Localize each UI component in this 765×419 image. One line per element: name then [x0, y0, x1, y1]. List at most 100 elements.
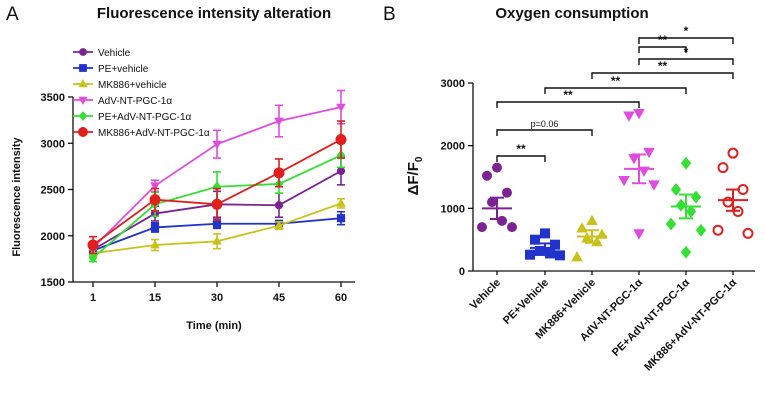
panel-b-point [623, 111, 635, 122]
panel-b-point [507, 222, 517, 233]
panel-a-plot: 1500 2000 2500 3000 3500 1 15 30 45 60 Vehicle PE+v… [41, 48, 355, 304]
panel-b-bracket-line [591, 72, 734, 79]
panel-a-legend: Vehicle PE+vehicle MK886+vehicle AdV-NT-PGC… [73, 48, 210, 139]
panel-b-category-label: Vehicle [468, 277, 503, 312]
panel-a-ylabel: Fluorescence intensity [11, 137, 23, 257]
panel-b-category-label: MK886+AdV-NT-PGC-1α [642, 276, 739, 373]
panel-a-point [150, 223, 160, 232]
panel-b-point [712, 224, 724, 236]
panel-b-significance-bracket: ** [496, 142, 546, 162]
panel-b-point [540, 228, 550, 239]
panel-b-point [530, 234, 540, 245]
panel-b-significance-bracket: ** [591, 59, 734, 79]
panel-b-y-tick-label: 0 [459, 266, 465, 278]
panel-a-x-tick-label: 15 [149, 292, 161, 304]
panel-b-category-label: PE+Vehicle [501, 277, 551, 327]
panel-b-significance-bracket: ** [544, 74, 687, 94]
panel-b-point [670, 183, 682, 196]
panel-a-legend-marker [79, 64, 87, 72]
panel-b-bracket-line [638, 46, 687, 53]
panel-a-y-tick-label: 2500 [41, 185, 65, 197]
panel-a-point [212, 140, 222, 150]
panel-b-point [680, 245, 692, 259]
panel-b-y-tick-label: 3000 [441, 78, 465, 90]
panel-b-bracket-label: p=0.06 [531, 119, 559, 129]
panel-b-significance-bracket: ** [496, 88, 640, 108]
panel-b-bracket-label: * [684, 45, 689, 59]
panel-b-bracket-label: ** [658, 33, 668, 47]
panel-b-bracket-label: ** [563, 88, 573, 102]
panel-a-legend-label: PE+AdV-NT-PGC-1α [98, 112, 192, 123]
panel-b-y-tick-label: 2000 [441, 141, 465, 153]
panel-b-y-tick-label: 1000 [441, 203, 465, 215]
panel-b-significance-bracket: * [638, 45, 734, 65]
panel-b-bracket-label: ** [516, 142, 526, 156]
panel-b-bracket-label: ** [658, 59, 668, 73]
panel-b-group [618, 108, 660, 240]
panel-b-point [525, 249, 535, 260]
panel-b-point [581, 232, 593, 243]
panel-b-bracket-label: * [684, 24, 689, 38]
panel-b-category-label: PE+AdV-NT-PGC-1α [610, 276, 692, 358]
panel-b-bracket-label: ** [611, 74, 621, 88]
panel-b-point [492, 162, 502, 173]
panel-b-significance-bracket: * [638, 24, 734, 44]
panel-b-point [675, 198, 687, 212]
panel-b-point [717, 162, 729, 174]
panel-a-title: Fluorescence intensity alteration [97, 5, 331, 22]
panel-a-legend-label: MK886+AdV-NT-PGC-1α [98, 128, 210, 139]
panel-b-point [633, 229, 645, 240]
panel-b-point [482, 170, 492, 181]
panel-b-plot: 0100020003000VehiclePE+VehicleMK886+Vehi… [441, 24, 755, 374]
panel-b-bracket-line [496, 101, 640, 108]
panel-a-point [211, 198, 223, 210]
panel-b-point [695, 223, 707, 237]
panel-b-group [525, 228, 565, 261]
panel-b-bracket-line [638, 37, 734, 44]
panel-b-title: Oxygen consumption [495, 5, 648, 22]
panel-b-ylabel: ΔF/F0 [405, 156, 425, 195]
panel-b-point [477, 222, 487, 233]
panel-b-point [576, 222, 588, 233]
panel-b-ylabel-main: ΔF/F [405, 162, 422, 195]
panel-a-point [273, 167, 285, 179]
panel-a-legend-label: MK886+vehicle [98, 80, 167, 91]
panel-a-point [336, 103, 346, 113]
panel-a-point [336, 214, 346, 223]
panel-b-point [680, 156, 692, 170]
panel-b-point [648, 180, 660, 191]
panel-a-legend-marker [78, 127, 88, 137]
panel-b-point [742, 227, 754, 239]
panel-b-letter: B [383, 4, 396, 25]
panel-b-bracket-line [544, 87, 687, 94]
panel-a-y-tick-label: 2000 [41, 231, 65, 243]
panel-a-x-tick-label: 1 [90, 292, 96, 304]
panel-b-point [685, 205, 697, 218]
panel-a-point [336, 166, 346, 176]
panel-b-group [477, 162, 517, 233]
panel-a-y-tick-label: 3500 [41, 92, 65, 104]
panel-a-point [274, 117, 284, 127]
panel-b-point [722, 196, 734, 208]
panel-a-point [274, 220, 284, 229]
panel-a-legend-label: Vehicle [98, 48, 131, 59]
panel-b-point [690, 190, 702, 204]
panel-a-point [87, 239, 99, 251]
panel-a-point [212, 236, 222, 245]
panel-b-point [571, 251, 583, 262]
panel-a-y-tick-label: 3000 [41, 138, 65, 150]
panel-a-letter: A [6, 4, 19, 25]
panel-a-y-tick-label: 1500 [41, 277, 65, 289]
panel-a-point [150, 239, 160, 249]
panel-a-x-tick-label: 60 [335, 292, 347, 304]
panel-a-point [149, 194, 161, 206]
panel-b-group [712, 147, 754, 239]
panel-b-point [633, 108, 645, 120]
panel-b-bracket-line [496, 155, 546, 162]
panel-a-point [212, 219, 222, 228]
panel-b-point [545, 248, 555, 259]
panel-b-point [727, 147, 739, 159]
panel-a-point [336, 198, 346, 207]
